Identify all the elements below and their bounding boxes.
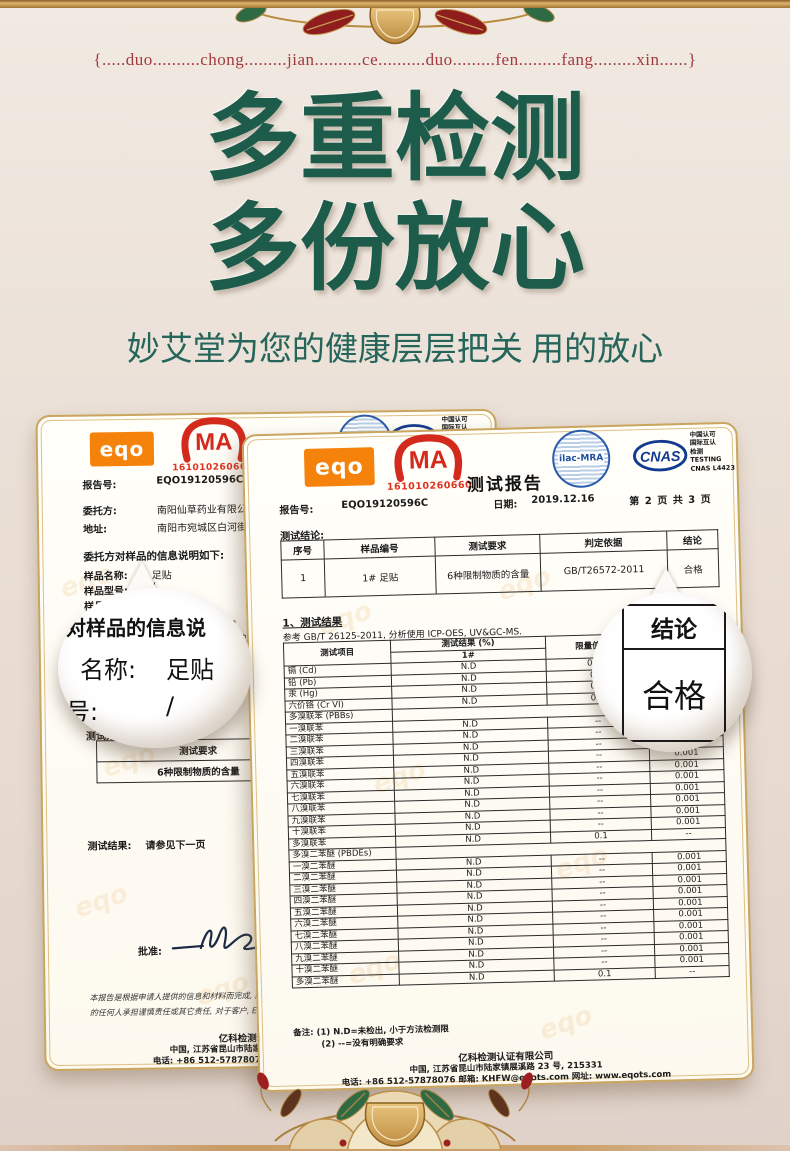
data-cell: GB/T26572-2011: [540, 550, 669, 592]
page-indicator: 第 2 页 共 3 页: [629, 494, 712, 508]
magnified-conclusion-value: 合格: [641, 677, 706, 715]
ilac-mra-logo: ilac-MRA: [551, 428, 611, 489]
pinyin-decor-line: {.....duo..........chong.........jian...…: [93, 50, 697, 69]
svg-text:CNAS: CNAS: [640, 449, 681, 466]
cnas-logo-icon: CNAS: [633, 439, 688, 472]
watermark-eqo: eqo: [535, 1000, 597, 1047]
magnified-name-value: 足贴: [166, 656, 214, 684]
field-label: 样品名称:: [83, 570, 128, 583]
left-magnifier-bubble: 方对样品的信息说 名称: 足贴 型号: /: [58, 588, 252, 748]
bottom-floral-ornament-icon: [257, 1072, 533, 1149]
magnified-model-label: 型号:: [58, 698, 99, 726]
address-label: 地址:: [82, 524, 108, 536]
cma-logo-icon: MA: [181, 417, 247, 463]
header-cell: 结论: [666, 529, 719, 551]
report-no-label: 报告号:: [279, 504, 314, 517]
result-note-label: 测试结果:: [87, 840, 132, 853]
report-title: 测试报告: [466, 473, 544, 496]
report-no-value: EQO19120596C: [156, 474, 244, 487]
date-value: 2019.12.16: [531, 493, 595, 507]
data-cell: 多溴二苯醚: [292, 973, 400, 988]
magnified-conclusion-header: 结论: [624, 606, 724, 650]
magnified-table-cell: 结论 合格: [622, 604, 726, 742]
magnified-name-label: 名称:: [80, 656, 137, 684]
result-heading: 1、测试结果: [282, 616, 343, 630]
data-cell: 6种限制物质的含量: [435, 553, 542, 595]
cma-number: 161010260660: [386, 479, 473, 493]
watermark-eqo: eqo: [70, 878, 132, 925]
data-cell: 1: [281, 558, 326, 599]
signature-icon: [171, 926, 268, 951]
magnified-model-value: /: [166, 692, 175, 720]
left-bubble-tail: [126, 562, 158, 592]
top-gold-bar: [0, 0, 790, 8]
header-cell: 序号: [280, 539, 325, 561]
note-line: (2) --=没有明确要求: [321, 1037, 404, 1050]
svg-text:MA: MA: [408, 446, 448, 475]
client-value: 南阳仙草药业有限公司: [156, 504, 257, 517]
top-floral-ornament-icon: [235, 6, 555, 45]
result-note-value: 请参见下一页: [145, 839, 206, 852]
right-magnifier-bubble: 结论 合格: [592, 592, 752, 752]
date-label: 日期:: [493, 499, 518, 512]
data-cell: 0.1: [554, 966, 656, 982]
report-no-value: EQO19120596C: [341, 497, 429, 512]
cma-logo-icon: MA: [394, 434, 463, 482]
eqo-logo: eqo: [303, 447, 375, 487]
data-cell: 1# 足贴: [324, 556, 437, 597]
right-certificate: eqo eqo eqo eqo eqo eqo eqo eqo MA 16101…: [241, 421, 755, 1093]
cma-number: 161010260660: [172, 462, 254, 474]
col-item: 测试项目: [283, 640, 392, 667]
report-no-label: 报告号:: [82, 480, 117, 492]
eqo-logo: eqo: [89, 431, 155, 467]
ilac-mra-label: ilac-MRA: [558, 453, 605, 465]
svg-text:MA: MA: [195, 429, 233, 457]
data-cell: --: [655, 965, 730, 979]
cnas-line: CNAS L4423: [690, 463, 736, 473]
magnified-heading: 方对样品的信息说: [58, 616, 206, 640]
main-title-line2: 多份放心: [204, 196, 585, 302]
client-label: 委托方:: [82, 506, 117, 518]
main-title-line1: 多重检测: [204, 86, 585, 192]
approve-label: 批准:: [137, 946, 163, 958]
cnas-text-block: 中国认可 国际互认 检测 TESTING CNAS L4423: [690, 430, 736, 473]
subtitle: 妙艾堂为您的健康层层把关 用的放心: [126, 332, 664, 368]
